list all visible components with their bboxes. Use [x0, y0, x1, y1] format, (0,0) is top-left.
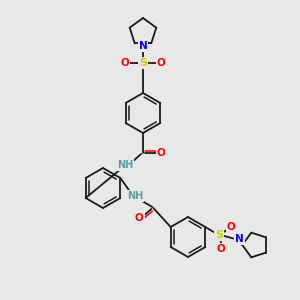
Text: O: O [157, 148, 165, 158]
Text: O: O [227, 222, 236, 232]
Text: S: S [215, 230, 223, 240]
Text: NH: NH [127, 191, 143, 201]
Text: O: O [217, 244, 226, 254]
Text: N: N [139, 41, 147, 51]
Text: N: N [235, 234, 244, 244]
Text: O: O [157, 58, 165, 68]
Text: S: S [139, 58, 147, 68]
Text: NH: NH [117, 160, 133, 170]
Text: O: O [121, 58, 129, 68]
Text: O: O [135, 213, 144, 223]
